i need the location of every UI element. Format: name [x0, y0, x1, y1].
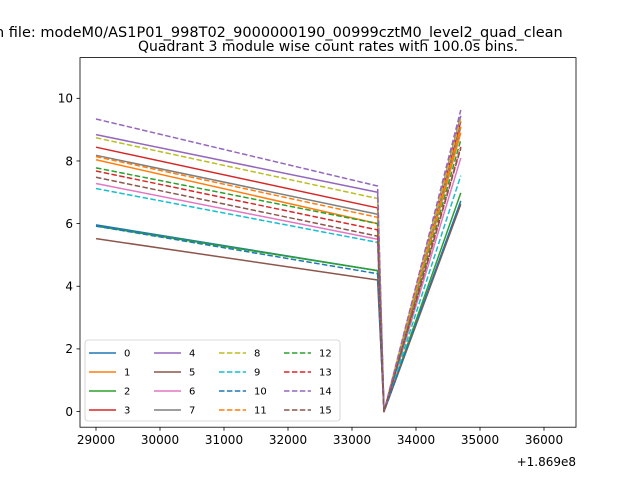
legend-box — [84, 339, 341, 422]
x-tick-label: 33000 — [333, 433, 371, 447]
chart-title: Quadrant 3 module wise count rates with … — [138, 39, 518, 55]
x-tick-label: 34000 — [397, 433, 435, 447]
legend-label-12: 12 — [319, 349, 332, 360]
legend-label-7: 7 — [189, 406, 195, 417]
x-tick-label: 29000 — [77, 433, 115, 447]
y-tick-label: 8 — [65, 154, 73, 168]
legend-label-4: 4 — [189, 349, 195, 360]
series-line-14 — [95, 109, 462, 413]
legend-label-6: 6 — [189, 387, 195, 398]
legend-label-1: 1 — [124, 368, 130, 379]
x-tick-label: 35000 — [461, 433, 499, 447]
x-axis: 29000 30000 31000 32000 33000 34000 35000 36000 — [77, 427, 563, 447]
x-tick-label: 31000 — [205, 433, 243, 447]
series-line-11 — [95, 126, 462, 413]
x-offset-label: +1.869e8 — [517, 455, 576, 469]
legend-label-0: 0 — [124, 349, 130, 360]
legend-label-13: 13 — [319, 368, 332, 379]
legend-label-10: 10 — [254, 387, 267, 398]
series-line-10 — [95, 201, 462, 413]
series-line-13 — [95, 146, 462, 413]
legend-label-9: 9 — [254, 368, 260, 379]
plot-lines — [95, 109, 462, 413]
y-axis: 0 2 4 6 8 10 — [58, 92, 80, 419]
series-line-8 — [95, 118, 462, 413]
y-tick-label: 2 — [65, 342, 73, 356]
x-tick-label: 36000 — [525, 433, 563, 447]
figure-suptitle: n file: modeM0/AS1P01_998T02_9000000190_… — [0, 25, 563, 41]
series-line-15 — [95, 148, 462, 413]
y-tick-label: 10 — [58, 92, 73, 106]
legend-label-2: 2 — [124, 387, 130, 398]
axes-frame — [79, 57, 577, 428]
x-tick-label: 30000 — [141, 433, 179, 447]
x-tick-label: 32000 — [269, 433, 307, 447]
legend-label-5: 5 — [189, 368, 195, 379]
legend-label-15: 15 — [319, 406, 332, 417]
y-tick-label: 6 — [65, 217, 73, 231]
legend-label-11: 11 — [254, 406, 267, 417]
legend-label-8: 8 — [254, 349, 260, 360]
y-tick-label: 4 — [65, 280, 73, 294]
legend-label-14: 14 — [319, 387, 332, 398]
legend-label-3: 3 — [124, 406, 130, 417]
y-tick-label: 0 — [65, 405, 73, 419]
